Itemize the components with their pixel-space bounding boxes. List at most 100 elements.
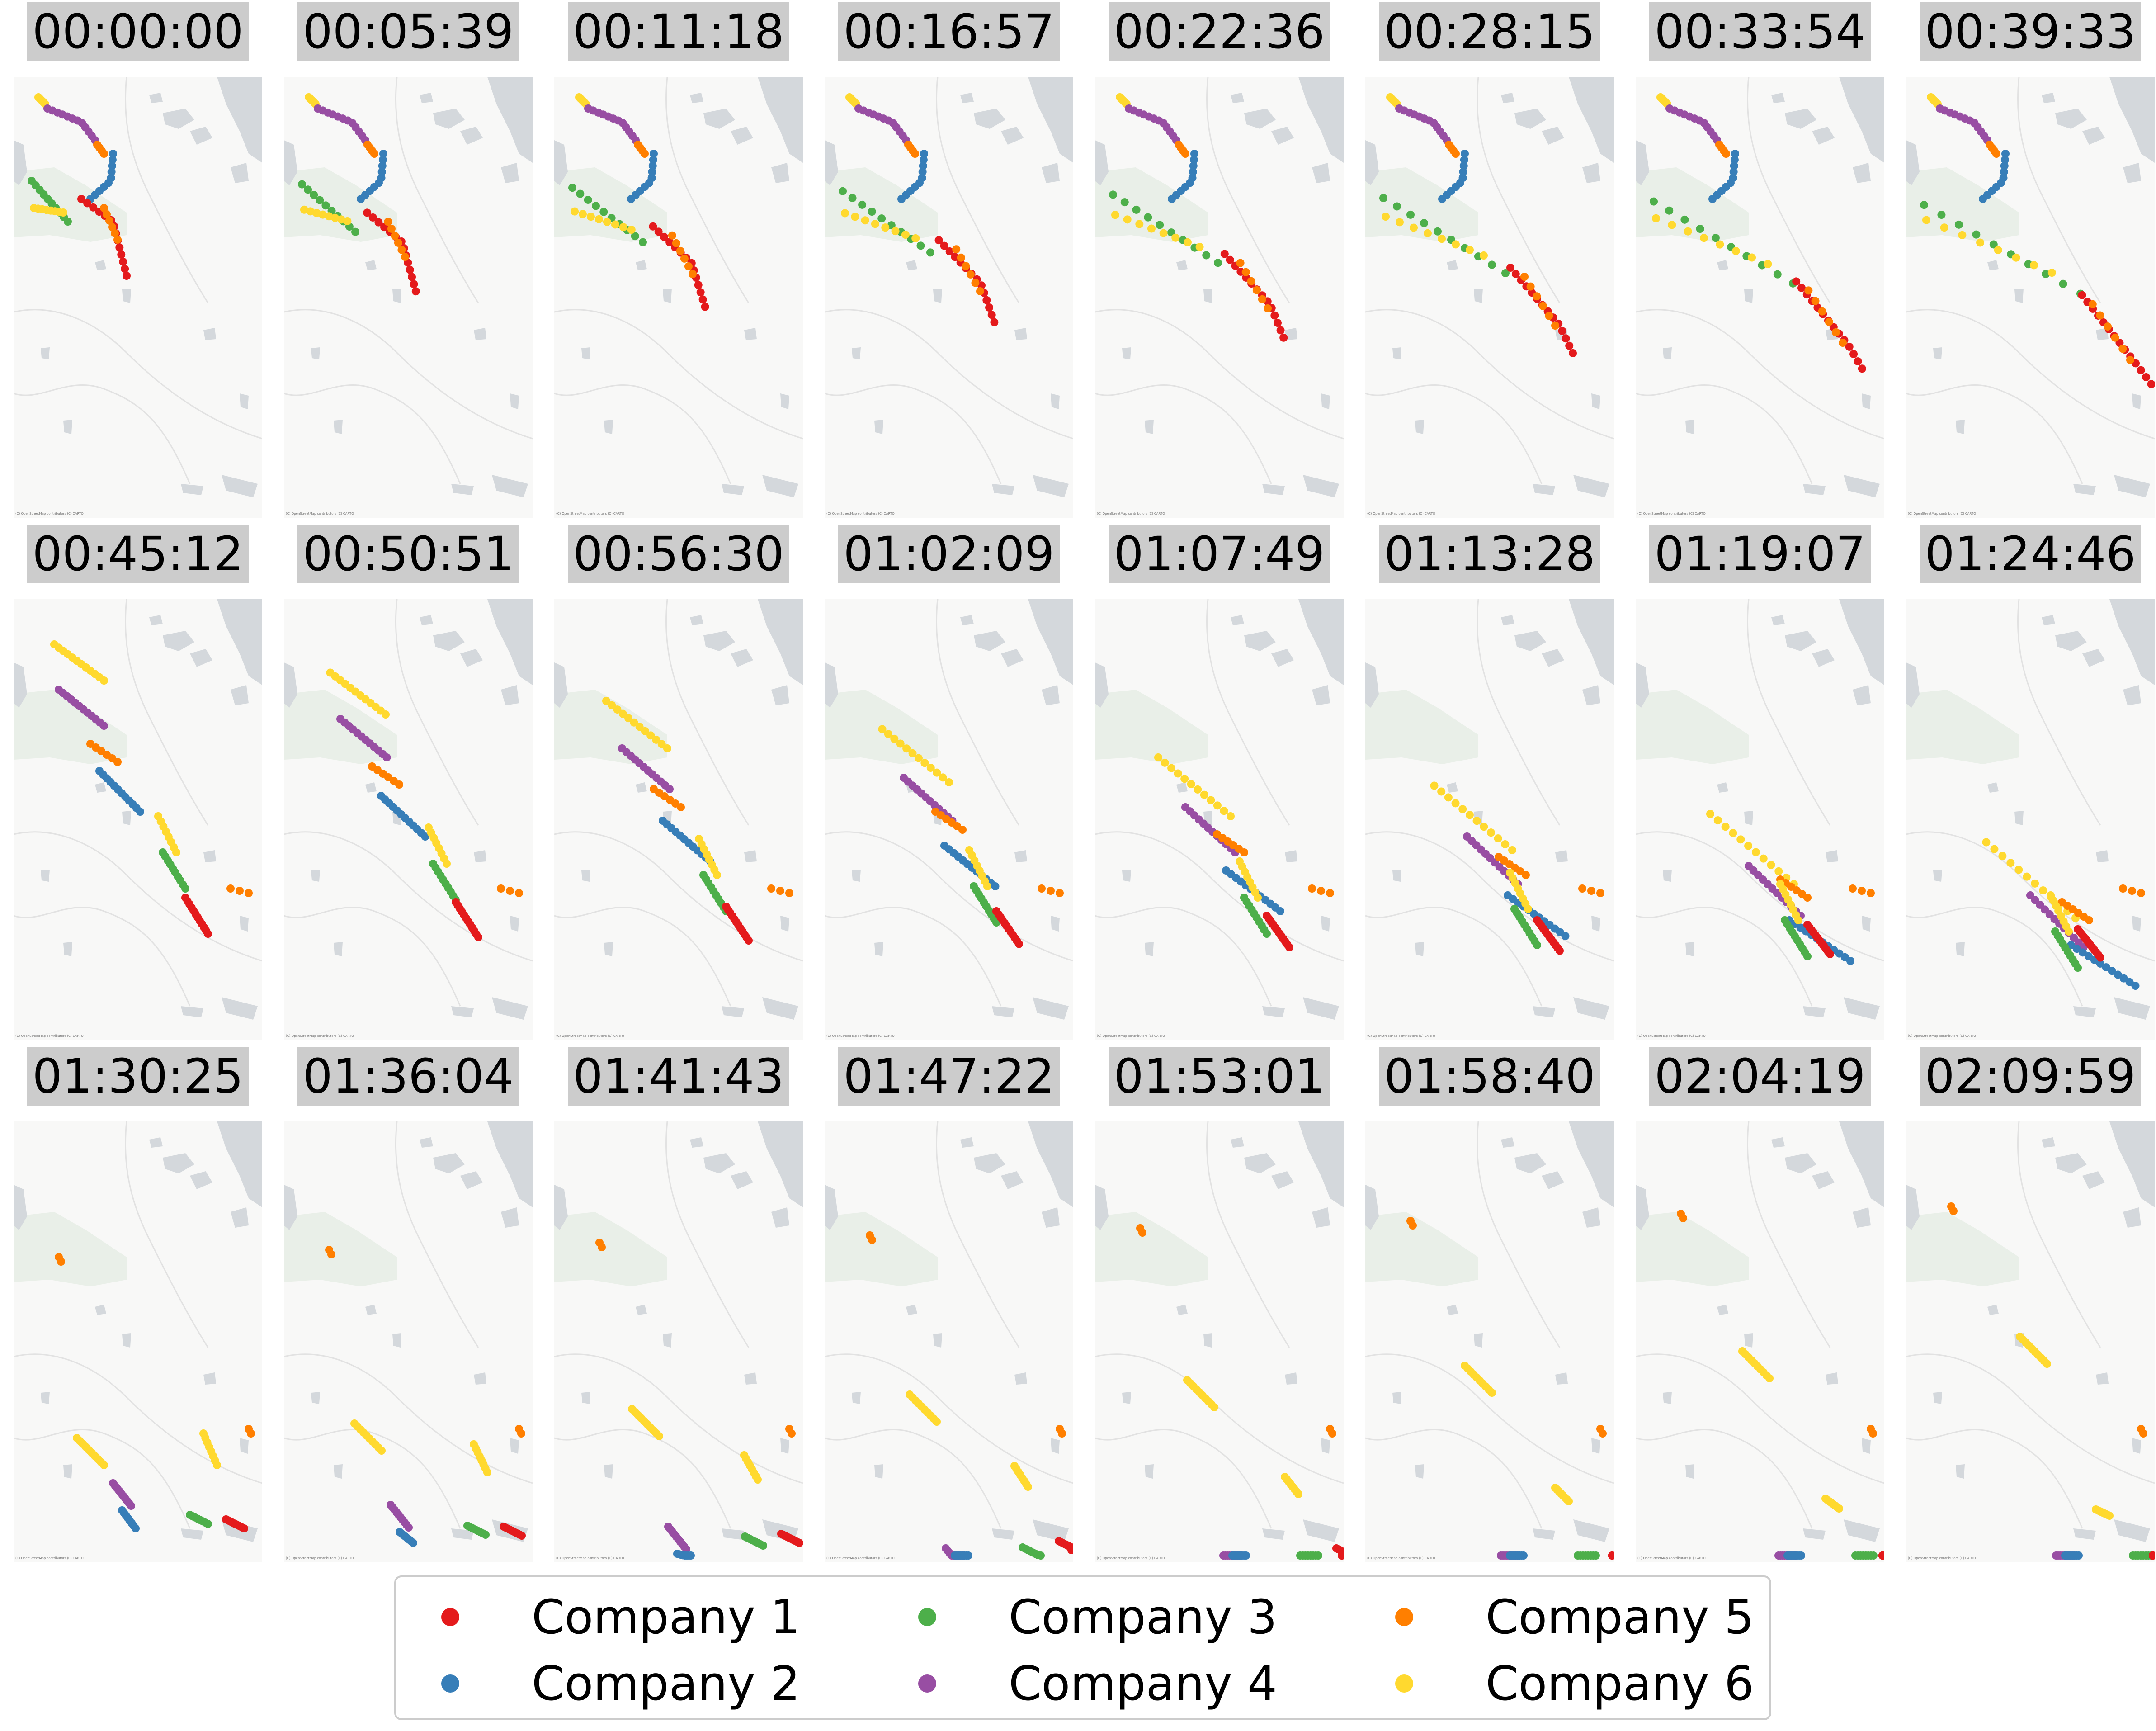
company-6-point [1990,845,1999,853]
road [124,77,209,303]
company-3-point [1650,197,1658,206]
road [124,1121,209,1348]
company-5-point [2137,889,2145,897]
company-2-point [357,195,365,203]
company-5-point [1236,259,1245,267]
company-1-point [1279,333,1288,342]
panel-map: (C) OpenStreetMap contributors (C) CARTO [1365,1121,1614,1562]
water-body [1001,127,1024,145]
company-2-point [649,156,657,164]
company-6-point [443,860,451,868]
water-body [2123,685,2141,705]
company-3-point [1501,269,1510,277]
company-5-point [1949,1207,1958,1215]
water-body [1042,163,1060,183]
company-2-point [920,150,928,158]
map-attribution: (C) OpenStreetMap contributors (C) CARTO [556,512,624,516]
panel-time-label: 00:16:57 [838,2,1060,61]
water-body [420,93,433,103]
company-1-point [1562,334,1570,343]
water-body [604,942,613,956]
water-body [825,1185,838,1230]
company-2-point [2084,952,2093,960]
company-5-point [226,884,235,893]
water-body [1014,328,1027,340]
company-2-point [650,150,658,158]
company-6-point [1494,834,1502,843]
water-body [1122,870,1131,882]
road [14,309,262,440]
water-body [1573,475,1609,497]
company-6-point [172,848,180,856]
panel-map: (C) OpenStreetMap contributors (C) CARTO [1906,77,2155,518]
company-2-point [648,168,656,176]
water-body [1514,631,1546,651]
road [1476,77,1561,303]
road [935,599,1020,826]
water-body [1203,288,1212,303]
road [825,1428,1002,1529]
company-6-point [1195,243,1204,251]
water-body [190,1171,212,1189]
map-attribution: (C) OpenStreetMap contributors (C) CARTO [1637,1556,1706,1560]
company-5-point [971,279,980,287]
company-6-point [578,210,587,218]
company-2-point [409,1539,417,1547]
water-body [722,484,744,495]
company-1-point [2149,1551,2155,1560]
water-body [2073,1006,2096,1017]
company-5-point [1538,302,1547,310]
water-body [190,649,212,667]
company-6-point [618,709,627,718]
water-body [334,1464,343,1479]
company-1-point [1067,1546,1073,1554]
company-6-point [1174,769,1182,778]
company-1-point [1270,311,1279,320]
company-3-point [298,180,306,189]
panel-time-label: 01:30:25 [27,1047,249,1106]
water-body [1262,484,1285,495]
water-body [2132,916,2141,932]
company-6-point [2014,866,2023,874]
water-body [1717,782,1728,793]
company-4-point [100,722,108,730]
company-5-point [108,223,116,231]
company-1-point [121,265,129,273]
company-tracks [1650,93,1866,373]
company-6-point [2023,872,2031,881]
water-body [1542,1171,1564,1189]
company-2-point [1461,150,1469,158]
company-5-point [370,150,378,158]
company-3-point [1156,221,1164,229]
company-3-point [568,184,576,192]
water-body [2114,997,2150,1020]
water-body [1312,163,1330,183]
company-1-point [982,296,991,304]
water-body [1321,1438,1330,1454]
water-body [636,1305,647,1315]
water-body [1533,1528,1555,1540]
road [395,77,479,303]
water-body [581,1392,590,1404]
water-body [1231,93,1244,103]
company-6-point [1210,1403,1218,1411]
company-3-point [592,202,600,210]
company-6-point [920,759,929,767]
water-body [460,127,483,145]
water-body [1582,1207,1600,1228]
water-body [1033,475,1069,497]
water-body [122,1333,131,1348]
water-body [663,288,672,303]
company-1-point [698,295,707,304]
company-6-point [2043,1360,2051,1368]
water-body [1285,850,1297,862]
water-body [217,1121,262,1207]
company-6-point [1998,851,2007,860]
water-body [1744,811,1753,825]
road [665,77,750,303]
company-5-point [1247,277,1255,285]
water-body [451,1006,474,1017]
map-attribution: (C) OpenStreetMap contributors (C) CARTO [826,1556,895,1560]
company-2-point [1460,156,1468,164]
water-body [474,328,486,340]
